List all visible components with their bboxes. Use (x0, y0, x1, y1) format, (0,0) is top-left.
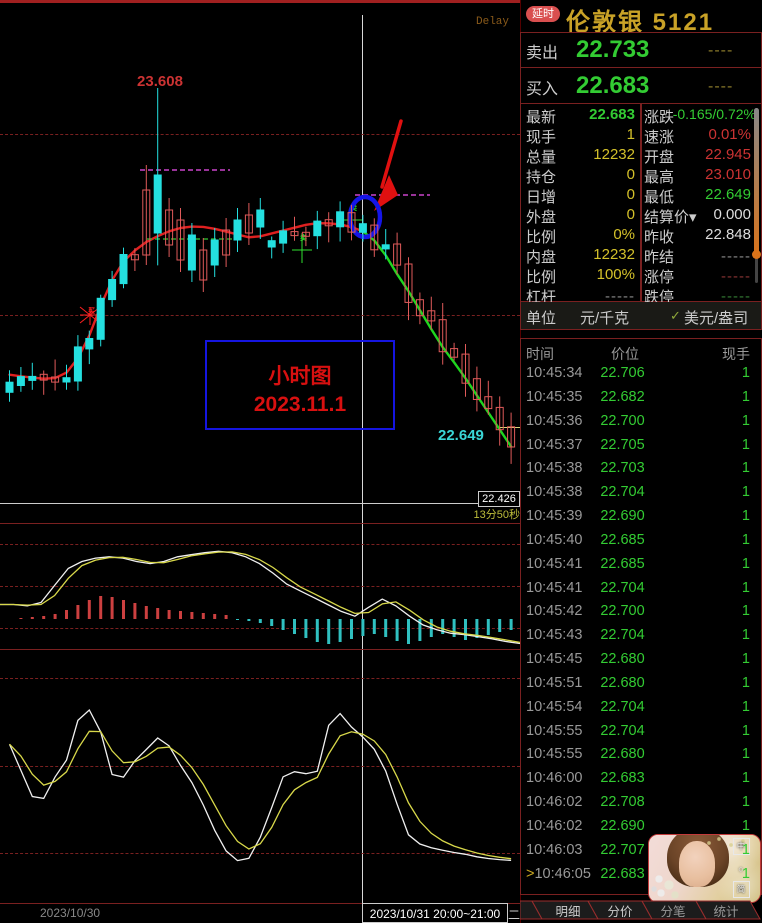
svg-text:统计: 统计 (713, 905, 738, 919)
svg-text:分笔: 分笔 (660, 904, 685, 919)
svg-text:明细: 明细 (555, 905, 580, 919)
svg-text:分价: 分价 (607, 905, 633, 919)
